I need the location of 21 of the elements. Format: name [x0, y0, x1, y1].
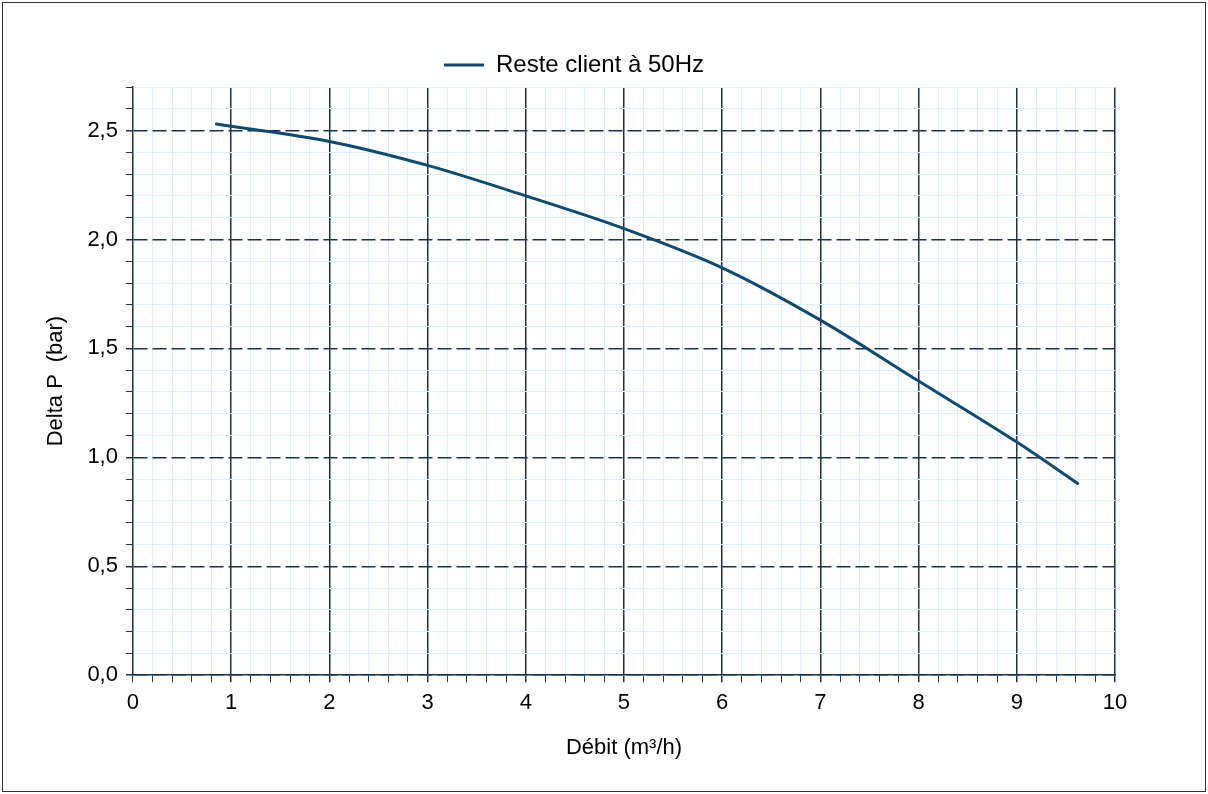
- line-series: [214, 122, 1080, 485]
- y-tick-label: 0,5: [87, 552, 118, 578]
- x-tick-label: 0: [126, 689, 140, 715]
- x-tick-label: 9: [1010, 689, 1023, 715]
- x-tick-label: 6: [716, 689, 729, 715]
- x-axis-title: Débit (m³/h): [565, 733, 683, 759]
- x-tick-label: 1: [225, 689, 238, 715]
- y-tick-label: 1,5: [87, 334, 118, 360]
- x-tick-label: 10: [1102, 689, 1128, 715]
- x-tick-label: 5: [617, 689, 631, 715]
- y-axis-title: Delta P (bar): [42, 315, 68, 447]
- x-tick-label: 7: [814, 689, 827, 715]
- x-tick-label: 3: [421, 689, 434, 715]
- x-tick-label: 4: [519, 689, 532, 715]
- x-tick-label: 8: [912, 689, 925, 715]
- y-tick-label: 1,0: [87, 443, 118, 469]
- y-tick-label: 0,0: [87, 661, 118, 687]
- x-tick-label: 2: [323, 689, 336, 715]
- y-tick-label: 2,5: [87, 116, 118, 142]
- y-tick-label: 2,0: [87, 225, 118, 251]
- legend-label: Reste client à 50Hz: [495, 49, 705, 77]
